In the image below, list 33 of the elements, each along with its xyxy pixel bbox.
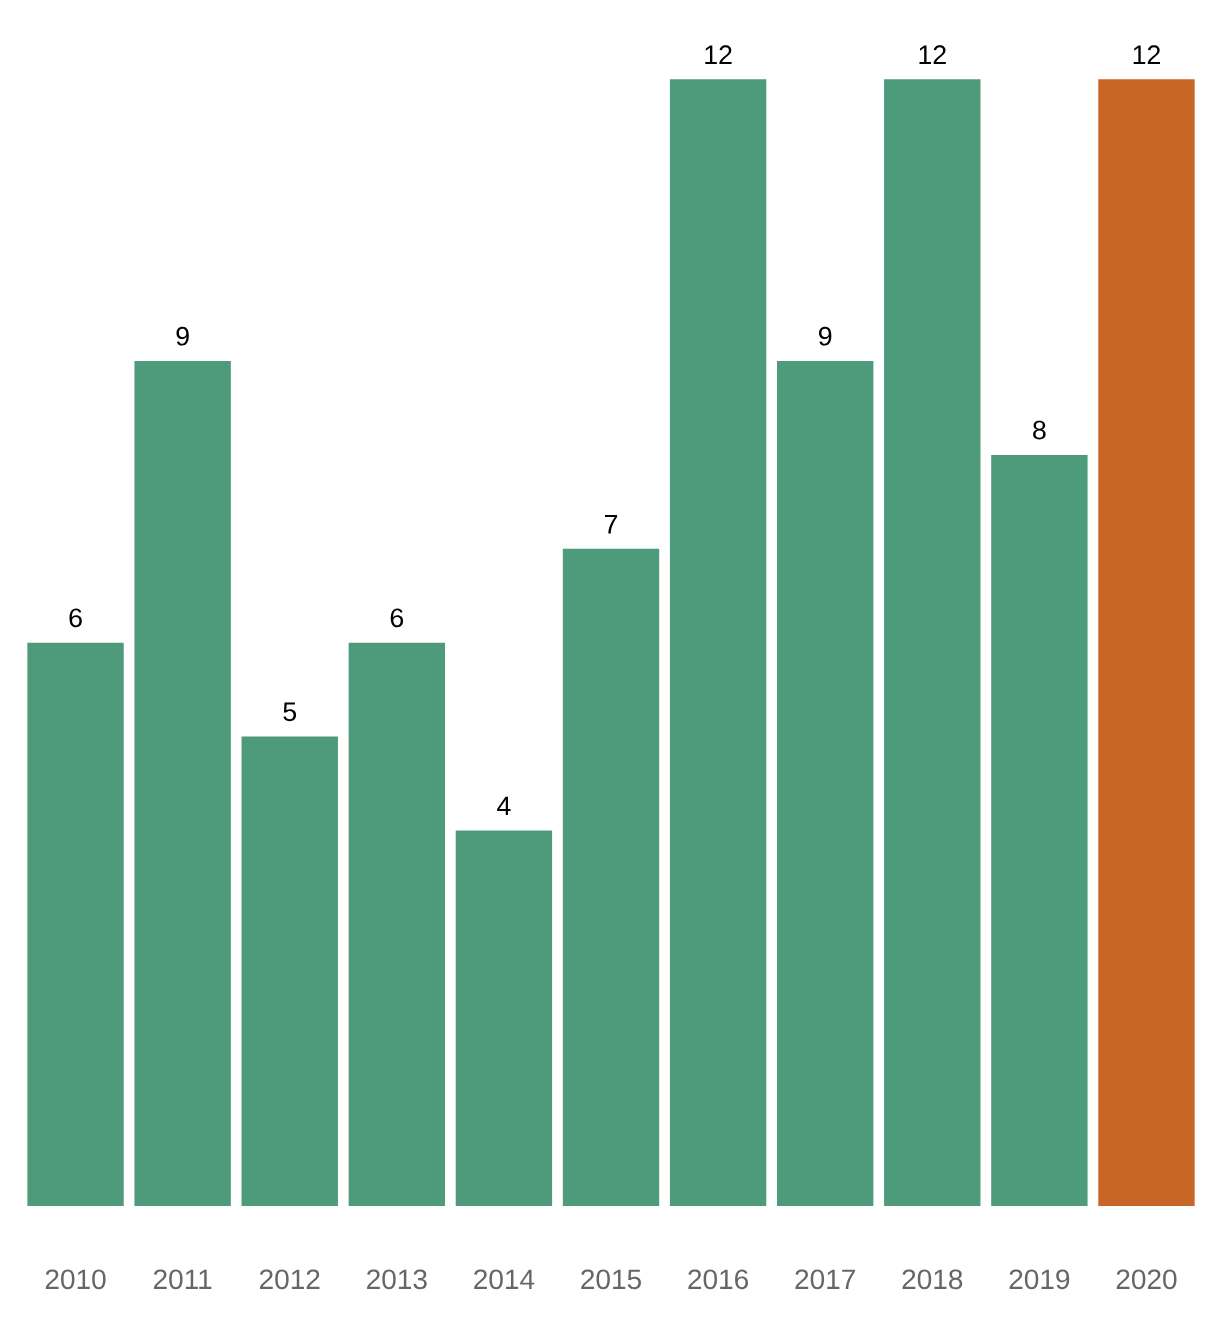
data-label: 12 bbox=[1133, 45, 1160, 64]
data-label: 12 bbox=[705, 45, 732, 64]
x-tick-label: 2019 bbox=[1009, 1269, 1070, 1290]
bar bbox=[27, 642, 124, 1206]
data-label: 12 bbox=[919, 45, 946, 64]
data-label: 6 bbox=[390, 608, 404, 628]
data-label: 9 bbox=[819, 326, 832, 346]
bar bbox=[1098, 79, 1195, 1206]
data-label: 9 bbox=[176, 326, 189, 346]
x-tick-label: 2017 bbox=[795, 1269, 855, 1290]
bar bbox=[884, 79, 981, 1206]
x-tick-label: 2011 bbox=[153, 1269, 212, 1290]
x-tick-label: 2012 bbox=[259, 1269, 320, 1290]
x-tick-label: 2018 bbox=[902, 1269, 963, 1290]
bar bbox=[562, 548, 660, 1206]
x-tick-label: 2015 bbox=[581, 1269, 641, 1290]
x-tick-label: 2013 bbox=[367, 1269, 427, 1290]
bar bbox=[777, 360, 874, 1206]
x-tick-label: 2020 bbox=[1116, 1269, 1177, 1290]
bar bbox=[669, 79, 767, 1206]
bar bbox=[348, 642, 446, 1206]
bar bbox=[991, 454, 1088, 1206]
data-label: 6 bbox=[69, 608, 82, 628]
x-tick-label: 2014 bbox=[474, 1269, 535, 1290]
bar bbox=[241, 736, 338, 1206]
bar bbox=[455, 830, 553, 1206]
x-tick-label: 2016 bbox=[688, 1269, 749, 1290]
data-label: 4 bbox=[497, 796, 511, 816]
data-label: 8 bbox=[1033, 420, 1046, 440]
data-label: 5 bbox=[283, 702, 297, 722]
x-tick-label: 2010 bbox=[45, 1269, 106, 1290]
data-label: 7 bbox=[604, 515, 618, 534]
bar bbox=[134, 360, 231, 1206]
